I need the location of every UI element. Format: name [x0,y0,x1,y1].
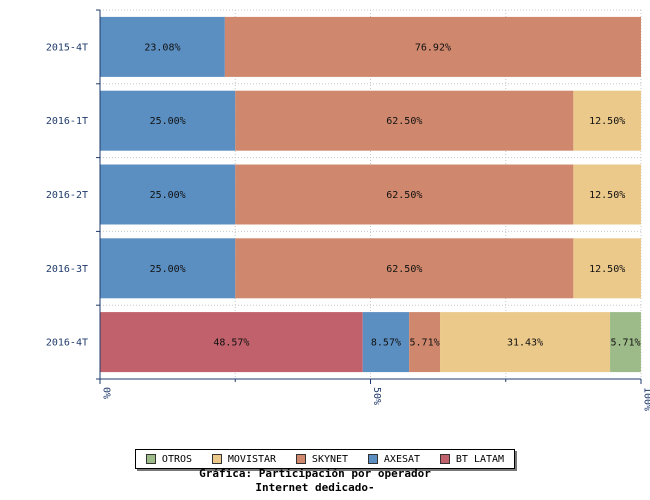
bar-segment-axesat [100,238,236,299]
legend-item-movistar: MOVISTAR [211,453,277,465]
bar-segment-movistar [573,90,641,151]
bar-segment-bt-latam [100,312,363,373]
bar-segment-skynet [235,238,574,299]
bar-segment-otros [610,312,641,373]
data-label: 25.00% [150,116,186,127]
data-label: 5.71% [410,338,440,349]
legend-label: OTROS [161,453,193,465]
y-tick-label: 2016-1T [46,116,88,127]
bar-segment-movistar [573,238,641,299]
data-label: 62.50% [386,264,422,275]
legend-label: SKYNET [311,453,349,465]
data-label: 12.50% [589,264,625,275]
axes-group: 2015-4T 2016-1T 2016-2T 2016-3T 2016-4T 0% 50%… [46,9,650,411]
bar-segment-skynet [224,16,641,77]
legend-swatch [145,454,156,464]
bar-segment-axesat [362,312,410,373]
data-label: 23.08% [144,42,180,53]
legend-item-axesat: AXESAT [367,453,421,465]
data-label: 62.50% [386,190,422,201]
chart-title: Gráfica: Participación por operador Inte… [0,467,650,495]
legend-label: AXESAT [383,453,421,465]
data-label: 62.50% [386,116,422,127]
bar-segment-skynet [235,90,574,151]
x-tick-label: 50% [371,387,382,405]
y-tick-label: 2016-2T [46,190,88,201]
data-label: 25.00% [150,190,186,201]
data-label: 5.71% [610,338,640,349]
y-tick-label: 2016-4T [46,338,88,349]
legend-swatch [439,454,450,464]
legend-swatch [295,454,306,464]
chart-title-line-1: Gráfica: Participación por operador [199,467,431,480]
bars-group: 23.08% 76.92% 25.00% 62.50% 12.50% 25.00% 62.5… [100,16,641,373]
bar-segment-movistar [440,312,611,373]
data-label: 8.57% [371,338,401,349]
y-tick-label: 2015-4T [46,42,88,53]
x-tick-label: 0% [101,387,112,399]
legend-label: BT LATAM [455,453,505,465]
bar-segment-axesat [100,90,236,151]
chart-title-line-2: Internet dedicado- [255,481,375,494]
data-label: 25.00% [150,264,186,275]
bar-segment-axesat [100,16,225,77]
x-tick-label: 100% [642,387,650,411]
bar-segment-movistar [573,164,641,225]
legend-label: MOVISTAR [227,453,277,465]
data-label: 48.57% [213,338,249,349]
legend-item-otros: OTROS [145,453,193,465]
legend-item-skynet: SKYNET [295,453,349,465]
data-label: 76.92% [415,42,451,53]
bar-segment-skynet [409,312,441,373]
bar-segment-axesat [100,164,236,225]
bar-segment-skynet [235,164,574,225]
stacked-bar-chart: 23.08% 76.92% 25.00% 62.50% 12.50% 25.00% 62.5… [46,9,650,411]
data-label: 12.50% [589,116,625,127]
y-tick-label: 2016-3T [46,264,88,275]
legend-item-bt-latam: BT LATAM [439,453,505,465]
legend-swatch [367,454,378,464]
legend-swatch [211,454,222,464]
data-label: 31.43% [507,338,543,349]
data-label: 12.50% [589,190,625,201]
legend: OTROS MOVISTAR SKYNET AXESAT BT LATAM [135,449,515,469]
